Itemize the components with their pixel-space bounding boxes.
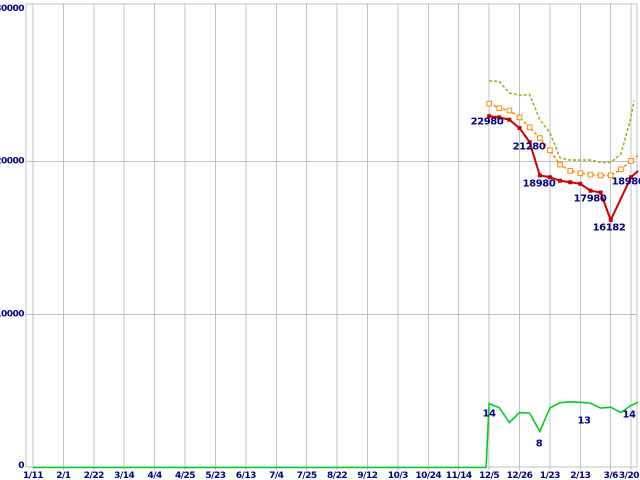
x-tick-label: 4/25: [175, 471, 195, 480]
point-value-label: 22980: [471, 117, 504, 128]
x-tick-label: 10/24: [415, 471, 441, 480]
x-tick-label: 5/23: [205, 471, 225, 480]
point-value-label: 8: [536, 439, 543, 450]
low-series-markers: [487, 114, 633, 222]
point-value-label: 21280: [513, 142, 546, 153]
point-value-label: 16182: [593, 223, 626, 234]
point-value-label: 18980: [523, 179, 556, 190]
x-tick-label: 6/13: [236, 471, 256, 480]
y-tick-label: 20000: [0, 157, 24, 167]
x-axis-labels: 1/11 2/1 2/22 3/14 4/4 4/25 5/23 6/13 7/4 7/25 8/2…: [23, 471, 640, 480]
x-tick-label: 2/22: [84, 471, 104, 480]
x-tick-label: 2/13: [570, 471, 590, 480]
mid-series-markers: [486, 100, 634, 179]
x-tick-label: 2/1: [56, 471, 71, 480]
x-tick-label: 1/23: [540, 471, 560, 480]
x-tick-label: 3/6: [604, 471, 619, 480]
x-tick-label: 3/14: [114, 471, 134, 480]
x-tick-label: 1/11: [23, 471, 43, 480]
point-value-label: 17980: [574, 194, 607, 205]
y-tick-label: 0: [18, 461, 24, 471]
series-lines: [33, 80, 639, 469]
mid-series-line: [488, 102, 639, 177]
point-value-labels: 22980 21280 18980 17980 16182 18980 14 8 13 14: [471, 117, 640, 450]
y-tick-label: 10000: [0, 309, 24, 319]
point-value-label: 14: [482, 409, 496, 420]
count-series-line: [33, 400, 639, 469]
x-tick-label: 12/5: [479, 471, 499, 480]
point-value-label: 14: [622, 410, 636, 421]
x-tick-label: 3/20: [619, 471, 639, 480]
x-tick-label: 8/22: [327, 471, 347, 480]
x-tick-label: 7/25: [297, 471, 317, 480]
point-value-label: 13: [577, 416, 591, 427]
x-tick-label: 10/3: [388, 471, 408, 480]
y-axis-labels: 0 10000 20000 30000: [0, 4, 25, 471]
x-tick-label: 12/26: [507, 471, 533, 480]
x-tick-label: 7/4: [269, 471, 284, 480]
y-tick-label: 30000: [0, 4, 24, 14]
x-tick-label: 9/12: [357, 471, 377, 480]
point-value-label: 18980: [612, 177, 640, 188]
x-tick-label: 11/14: [446, 471, 472, 480]
x-tick-label: 4/4: [147, 471, 162, 480]
high-series-line: [489, 80, 635, 164]
